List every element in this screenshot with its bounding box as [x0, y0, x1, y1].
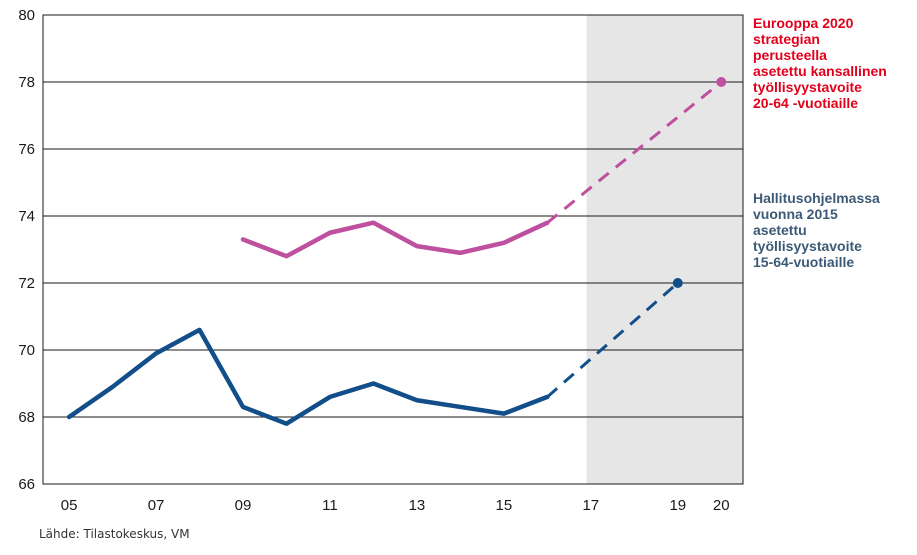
series-eu2020-line-actual: [240, 220, 550, 259]
x-axis-ticks: 05 07 09 11 13 15 17 19 20: [61, 497, 730, 514]
x-tick-label: 07: [148, 497, 165, 514]
annotation-line: 15-64-vuotiaille: [753, 254, 855, 270]
x-tick-label: 17: [582, 497, 599, 514]
series-eu2020-line-target-point: [716, 77, 727, 87]
annotation-line: strategian: [753, 31, 820, 47]
x-tick-label: 05: [61, 497, 78, 514]
y-tick-label: 76: [18, 141, 35, 158]
y-tick-label: 80: [18, 7, 35, 24]
annotation-line: vuonna 2015: [753, 206, 838, 222]
annotation-eu2020-target: Eurooppa 2020 strategian perusteella ase…: [753, 15, 887, 111]
y-tick-label: 74: [18, 208, 35, 225]
y-axis-ticks: 66 68 70 72 74 76 78 80: [18, 7, 35, 493]
y-tick-label: 68: [18, 409, 35, 426]
y-tick-label: 78: [18, 74, 35, 91]
plot-frame: [42, 14, 744, 485]
x-tick-label: 11: [322, 497, 338, 514]
annotation-government-target: Hallitusohjelmassa vuonna 2015 asetettu …: [753, 190, 880, 270]
annotation-line: työllisyystavoite: [753, 79, 862, 95]
annotation-line: Eurooppa 2020: [753, 15, 854, 31]
series-government-line-target: [546, 281, 679, 399]
series-government-line-actual: [66, 327, 550, 426]
annotation-line: asetettu: [753, 222, 807, 238]
annotation-line: työllisyystavoite: [753, 238, 862, 254]
x-tick-label: 19: [669, 497, 686, 514]
annotation-line: asetettu kansallinen: [753, 63, 887, 79]
annotation-line: Hallitusohjelmassa: [753, 190, 880, 206]
x-tick-label: 09: [235, 497, 252, 514]
x-tick-label: 20: [713, 497, 730, 514]
series-lines: [66, 77, 727, 426]
x-tick-label: 13: [409, 497, 426, 514]
series-eu2020-line-target: [546, 80, 723, 224]
source-note: Lähde: Tilastokeskus, VM: [39, 527, 190, 541]
x-tick-label: 15: [496, 497, 513, 514]
annotation-line: 20-64 -vuotiaille: [753, 95, 859, 111]
series-government-line-target-point: [672, 278, 683, 288]
y-tick-label: 66: [18, 476, 35, 493]
y-tick-label: 70: [18, 342, 35, 359]
forecast-shaded-region: [586, 15, 743, 484]
annotation-line: perusteella: [753, 47, 827, 63]
y-tick-label: 72: [18, 275, 35, 292]
